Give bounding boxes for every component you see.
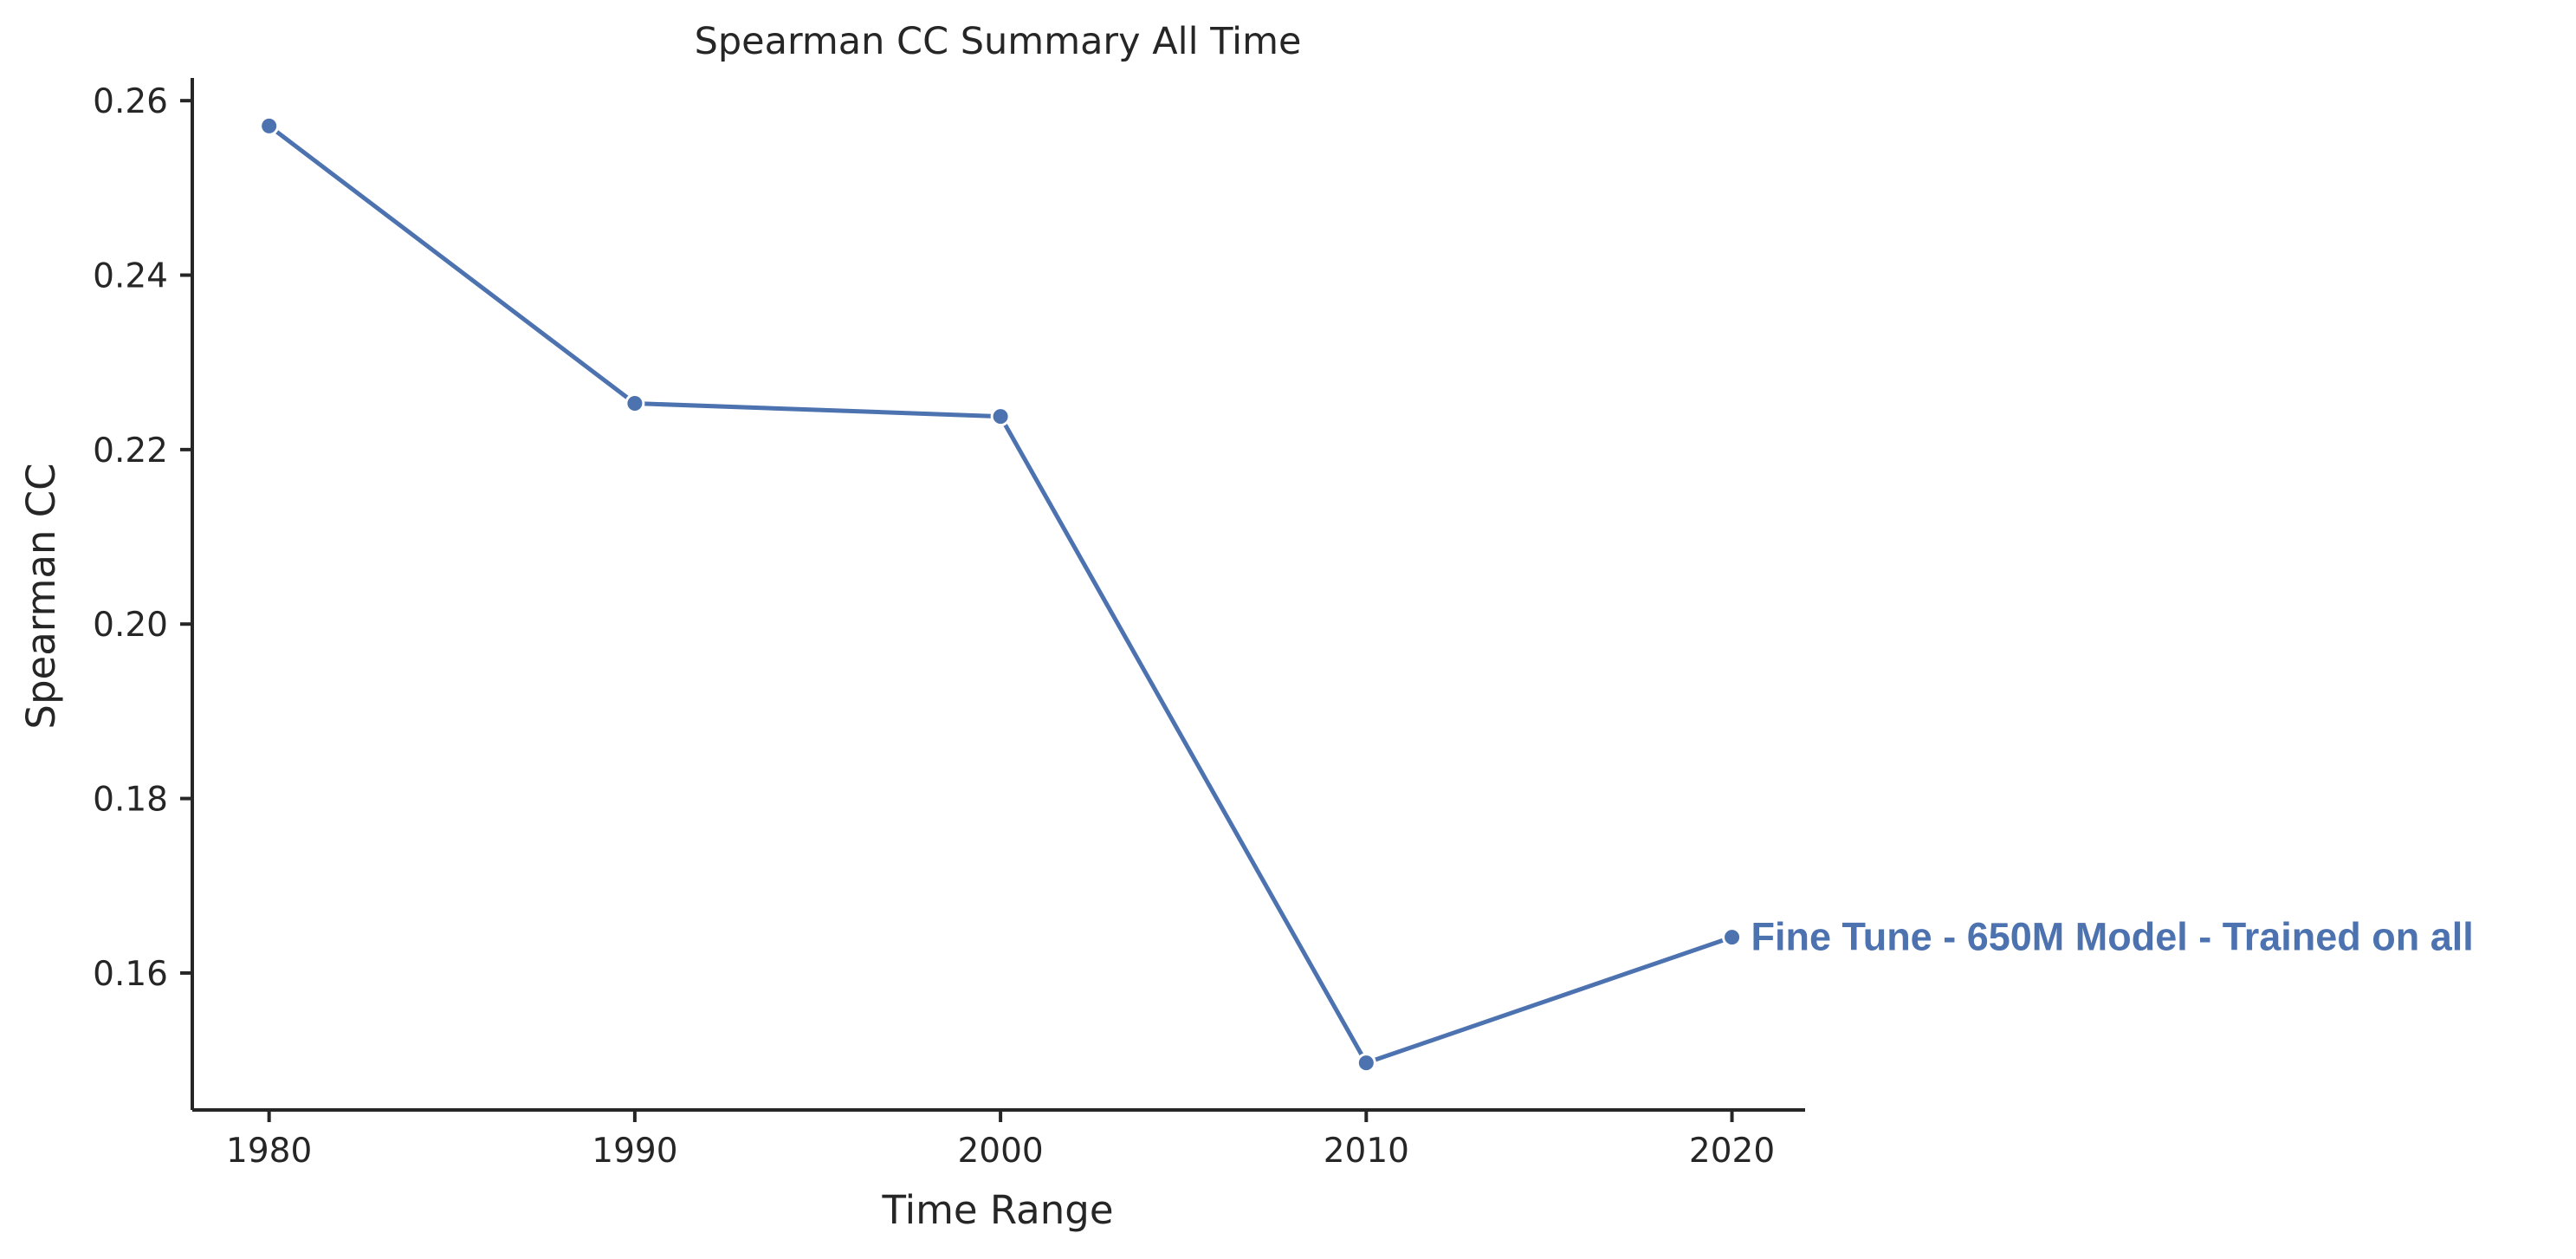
series-line (267, 123, 1735, 1066)
y-tick-label: 0.26 (93, 82, 168, 121)
x-tick-label: 2020 (1689, 1132, 1775, 1171)
y-tick-label: 0.20 (93, 606, 168, 645)
y-tick-label: 0.16 (93, 955, 168, 994)
y-axis-label: Spearman CC (18, 463, 64, 729)
data-point (259, 115, 280, 136)
y-tick-label: 0.22 (93, 432, 168, 471)
y-tick-label: 0.18 (93, 781, 168, 820)
series-layer: Fine Tune - 650M Model - Trained on all (259, 115, 2474, 1074)
y-tick-label: 0.24 (93, 257, 168, 296)
series-label: Fine Tune - 650M Model - Trained on all (1751, 915, 2474, 959)
x-tick-label: 1990 (592, 1132, 677, 1171)
x-tick-label: 1980 (226, 1132, 312, 1171)
data-point (1722, 927, 1743, 948)
data-point (1356, 1053, 1376, 1074)
chart-title: Spearman CC Summary All Time (695, 20, 1302, 63)
data-point (990, 406, 1011, 427)
x-tick-label: 2010 (1324, 1132, 1409, 1171)
y-axis-ticks: 0.16 0.18 0.20 0.22 0.24 0.26 (93, 82, 192, 994)
x-axis-label: Time Range (881, 1187, 1113, 1233)
x-axis-ticks: 1980 1990 2000 2010 2020 (226, 1110, 1775, 1171)
x-tick-label: 2000 (957, 1132, 1043, 1171)
data-point (625, 393, 645, 414)
